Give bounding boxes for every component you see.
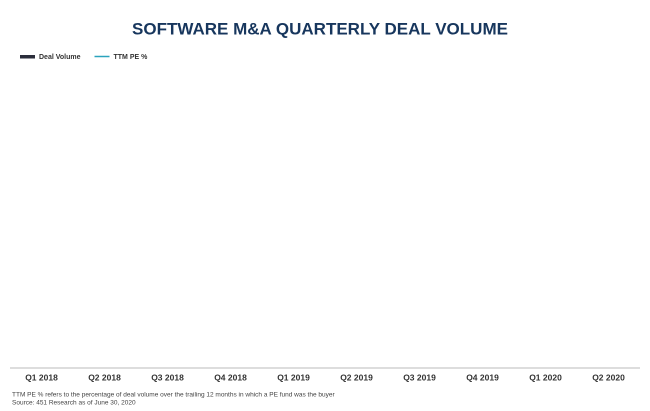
legend-label: TTM PE % xyxy=(114,54,149,61)
x-tick-label: Q3 2018 xyxy=(151,372,184,382)
x-tick-label: Q1 2019 xyxy=(277,372,310,382)
x-tick-label: Q2 2020 xyxy=(592,372,625,382)
legend-label: Deal Volume xyxy=(39,54,81,61)
x-tick-label: Q3 2019 xyxy=(403,372,436,382)
x-tick-label: Q4 2019 xyxy=(466,372,499,382)
footnote: Source: 451 Research as of June 30, 2020 xyxy=(12,400,136,407)
x-tick-label: Q1 2018 xyxy=(25,372,58,382)
x-tick-label: Q2 2019 xyxy=(340,372,373,382)
footnote: TTM PE % refers to the percentage of dea… xyxy=(12,392,335,399)
chart-title: SOFTWARE M&A QUARTERLY DEAL VOLUME xyxy=(132,19,508,38)
x-tick-label: Q1 2020 xyxy=(529,372,562,382)
x-tick-label: Q4 2018 xyxy=(214,372,247,382)
legend-swatch xyxy=(20,55,35,59)
x-tick-label: Q2 2018 xyxy=(88,372,121,382)
